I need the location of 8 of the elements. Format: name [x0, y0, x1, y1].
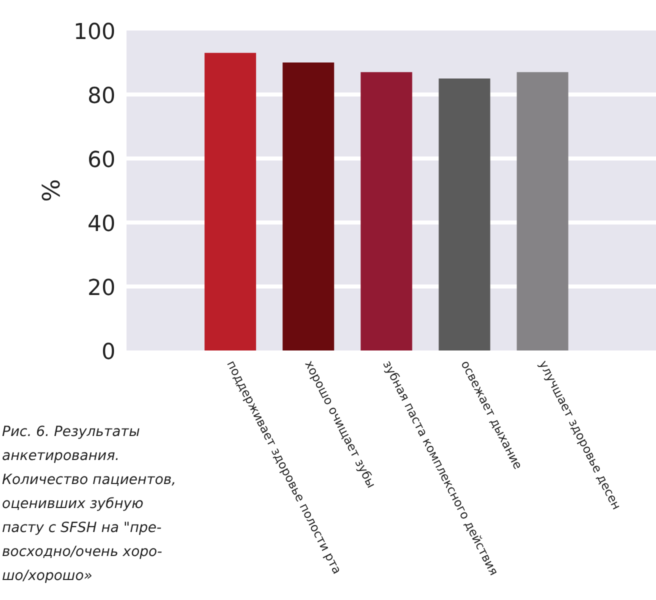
y-tick-label: 80 [88, 84, 116, 109]
y-tick-label: 100 [74, 20, 116, 45]
y-tick-label: 20 [88, 276, 116, 301]
y-axis-title: % [38, 179, 66, 202]
y-tick-label: 60 [88, 148, 116, 173]
y-tick-label: 40 [88, 212, 116, 237]
y-tick-label: 0 [102, 340, 116, 365]
text: Рис. 6. Результаты анкетирования. Количество пациентов, оценивших зубную пасту с SFSH на "пре- восходно/очень хоро- шо/хорошо» [2, 423, 176, 586]
